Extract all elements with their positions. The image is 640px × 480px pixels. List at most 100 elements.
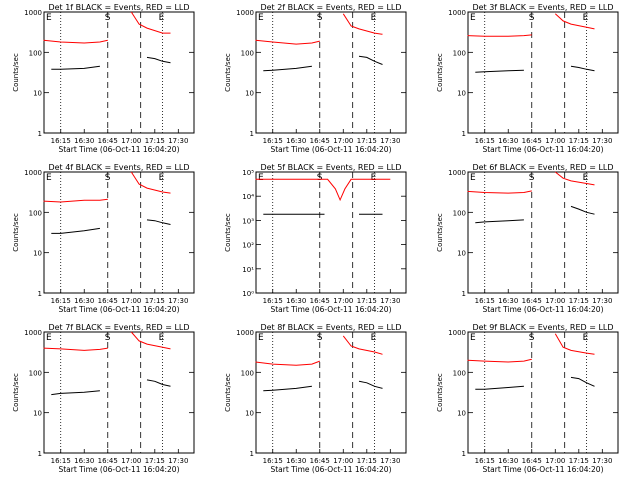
panel-title: Det 6f BLACK = Events, RED = LLD xyxy=(472,163,613,172)
lld-series-line xyxy=(43,347,108,351)
plot-frame xyxy=(467,331,619,454)
marker-label: E xyxy=(583,173,589,183)
marker-label: E xyxy=(159,333,165,343)
detector-panel: Det 6f BLACK = Events, RED = LLD 1 10 100 10… xyxy=(436,163,619,314)
x-axis-label: Start Time (06-Oct-11 16:04:20) xyxy=(58,465,179,474)
plot-frame xyxy=(43,11,195,134)
lld-series-line xyxy=(342,335,383,355)
marker-label: S xyxy=(529,13,535,23)
x-tick-label: 16:30 xyxy=(74,457,94,465)
events-series-line xyxy=(358,380,383,389)
x-tick-label: 17:00 xyxy=(333,297,353,305)
x-tick-label: 17:00 xyxy=(121,297,141,305)
marker-label: S xyxy=(529,333,535,343)
y-tick-label: 10¹ xyxy=(242,266,254,274)
x-tick-label: 16:45 xyxy=(522,137,542,145)
x-tick-label: 16:15 xyxy=(51,137,71,145)
plot-frame xyxy=(467,171,619,294)
y-tick-label: 100 xyxy=(29,49,42,57)
plot-frame xyxy=(255,11,407,134)
marker-label: E xyxy=(470,13,476,23)
lld-series-line xyxy=(255,39,320,45)
plot-frame xyxy=(467,11,619,134)
panel-title: Det 7f BLACK = Events, RED = LLD xyxy=(48,323,189,332)
plot-frame xyxy=(43,171,195,294)
x-tick-label: 17:30 xyxy=(168,297,188,305)
x-tick-label: 17:15 xyxy=(569,137,589,145)
y-tick-label: 10 xyxy=(457,410,466,418)
marker-label: E xyxy=(258,333,264,343)
x-tick-label: 16:15 xyxy=(51,457,71,465)
x-tick-label: 16:30 xyxy=(286,137,306,145)
x-tick-label: 17:30 xyxy=(380,457,400,465)
y-tick-label: 1000 xyxy=(236,329,254,337)
marker-label: S xyxy=(105,333,111,343)
marker-label: E xyxy=(470,173,476,183)
marker-label: E xyxy=(583,333,589,343)
lld-series-line xyxy=(467,34,532,37)
marker-label: S xyxy=(317,173,323,183)
panel-title: Det 2f BLACK = Events, RED = LLD xyxy=(260,3,401,12)
x-tick-label: 16:45 xyxy=(98,457,118,465)
panel-title: Det 4f BLACK = Events, RED = LLD xyxy=(48,163,189,172)
marker-label: E xyxy=(258,173,264,183)
x-axis-label: Start Time (06-Oct-11 16:04:20) xyxy=(58,305,179,314)
x-tick-label: 17:00 xyxy=(333,457,353,465)
marker-label: E xyxy=(46,173,52,183)
x-tick-label: 16:45 xyxy=(310,297,330,305)
y-axis-label: Counts/sec xyxy=(436,53,444,92)
x-tick-label: 16:45 xyxy=(522,457,542,465)
x-tick-label: 17:00 xyxy=(333,137,353,145)
y-tick-label: 1000 xyxy=(448,169,466,177)
x-axis-label: Start Time (06-Oct-11 16:04:20) xyxy=(270,145,391,154)
x-tick-label: 16:15 xyxy=(263,457,283,465)
x-tick-label: 16:30 xyxy=(498,297,518,305)
y-axis-label: Counts/sec xyxy=(12,213,20,252)
y-tick-label: 1 xyxy=(38,450,42,458)
x-tick-label: 17:30 xyxy=(380,137,400,145)
marker-label: S xyxy=(105,173,111,183)
events-series-line xyxy=(570,65,595,72)
y-tick-label: 1 xyxy=(462,450,466,458)
x-tick-label: 17:15 xyxy=(145,297,165,305)
panel-title: Det 9f BLACK = Events, RED = LLD xyxy=(472,323,613,332)
y-tick-label: 10² xyxy=(242,242,254,250)
x-tick-label: 16:45 xyxy=(310,457,330,465)
y-tick-label: 100 xyxy=(29,209,42,217)
y-tick-label: 100 xyxy=(453,209,466,217)
x-tick-label: 17:15 xyxy=(569,297,589,305)
events-series-line xyxy=(263,65,312,72)
detector-panel: Det 2f BLACK = Events, RED = LLD 1 10 100 10… xyxy=(224,3,407,154)
lld-series-line xyxy=(130,331,171,350)
x-tick-label: 17:30 xyxy=(168,457,188,465)
y-axis-label: Counts/sec xyxy=(224,373,232,412)
events-series-line xyxy=(51,390,100,396)
lld-series-line xyxy=(43,198,108,203)
marker-label: S xyxy=(317,13,323,23)
y-tick-label: 100 xyxy=(29,369,42,377)
plot-frame xyxy=(255,171,407,294)
y-axis-label: Counts/sec xyxy=(224,53,232,92)
x-tick-label: 16:30 xyxy=(286,457,306,465)
marker-label: E xyxy=(470,333,476,343)
y-tick-label: 10⁵ xyxy=(242,169,254,177)
x-tick-label: 16:30 xyxy=(498,137,518,145)
y-tick-label: 10 xyxy=(457,250,466,258)
x-tick-label: 16:45 xyxy=(310,137,330,145)
lld-series-line xyxy=(554,13,595,30)
marker-label: E xyxy=(46,333,52,343)
x-tick-label: 16:15 xyxy=(263,297,283,305)
x-axis-label: Start Time (06-Oct-11 16:04:20) xyxy=(482,145,603,154)
x-axis-label: Start Time (06-Oct-11 16:04:20) xyxy=(482,305,603,314)
events-series-line xyxy=(475,69,524,73)
lld-series-line xyxy=(467,358,532,363)
x-tick-label: 16:30 xyxy=(286,297,306,305)
detector-panel: Det 4f BLACK = Events, RED = LLD 1 10 100 10… xyxy=(12,163,195,314)
detector-panel: Det 3f BLACK = Events, RED = LLD 1 10 100 10… xyxy=(436,3,619,154)
x-tick-label: 17:15 xyxy=(145,137,165,145)
y-tick-label: 10⁰ xyxy=(242,290,254,298)
events-series-line xyxy=(146,379,171,387)
y-tick-label: 1000 xyxy=(24,169,42,177)
lld-series-line xyxy=(130,11,171,34)
marker-label: E xyxy=(371,333,377,343)
